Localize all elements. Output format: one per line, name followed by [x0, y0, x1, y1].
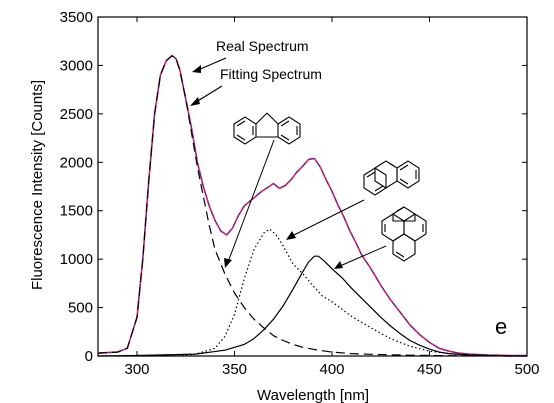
panel-label: e: [495, 314, 507, 339]
y-tick-label: 0: [85, 348, 93, 365]
arrow-real-spectrum: [192, 57, 227, 73]
y-tick-label: 2000: [60, 154, 93, 171]
plot-frame: [97, 16, 528, 357]
plot-area: 300 350 400 450 500 0 500 1000 1500 2000 2500 3000 3…: [60, 9, 540, 378]
series-line-fluorene-component: [97, 55, 527, 357]
arrow-fitting-spectrum: [190, 85, 223, 106]
x-tick-label: 300: [124, 361, 149, 378]
x-tick-label: 350: [222, 361, 247, 378]
annotation-real-spectrum: Real Spectrum: [216, 38, 309, 54]
arrow-phenanthrene: [286, 199, 365, 240]
y-tick-label: 1500: [60, 203, 93, 220]
series-line-pyrene-component: [97, 255, 527, 357]
y-axis-label: Fluorescence Intensity [Counts]: [29, 80, 46, 290]
y-tick-label: 2500: [60, 106, 93, 123]
phenanthrene-structure-icon: [363, 160, 420, 196]
y-tick-label: 3000: [60, 57, 93, 74]
arrow-pyrene: [334, 245, 387, 269]
fluorene-structure-icon: [233, 112, 301, 145]
arrow-fluorene: [224, 139, 275, 268]
y-tick-label: 1000: [60, 251, 93, 268]
y-tick-label: 3500: [60, 9, 93, 26]
annotation-fitting-spectrum: Fitting Spectrum: [220, 66, 322, 82]
x-axis-label: Wavelength [nm]: [257, 387, 369, 403]
x-tick-label: 400: [319, 361, 344, 378]
series-line-fitting-spectrum: [97, 55, 527, 357]
x-tick-label: 500: [514, 361, 539, 378]
pyrene-structure-icon: [381, 206, 427, 262]
x-tick-label: 450: [417, 361, 442, 378]
y-tick-label: 500: [68, 300, 93, 317]
